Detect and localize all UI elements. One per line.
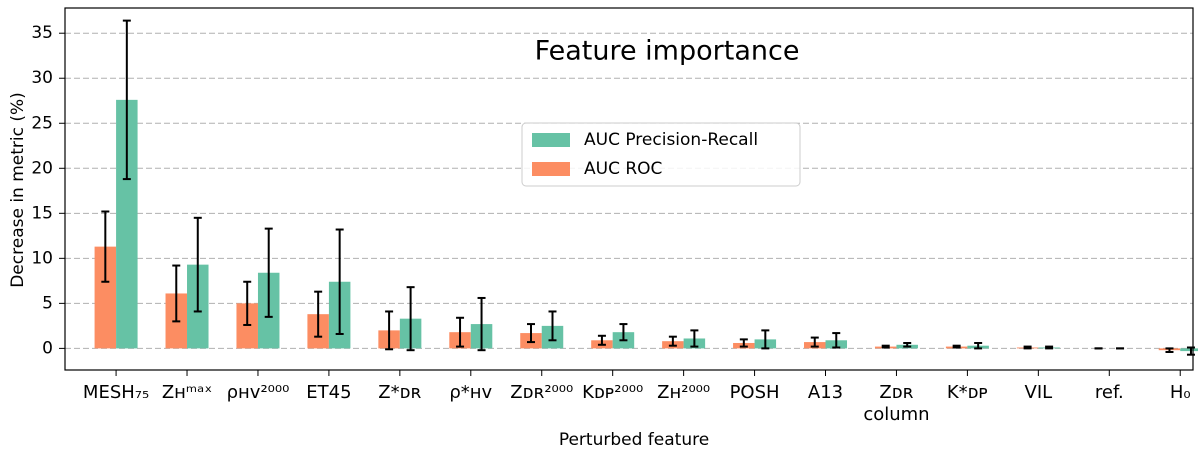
bar — [94, 246, 117, 349]
error-bar — [739, 338, 748, 348]
error-bar — [952, 344, 961, 349]
error-bar — [761, 329, 770, 350]
error-bar — [101, 210, 110, 283]
y-tick-label: 30 — [31, 68, 53, 88]
bar — [116, 99, 138, 349]
error-bar — [314, 290, 323, 338]
x-tick-label: VIL — [1024, 382, 1053, 403]
error-bar — [1045, 345, 1054, 350]
legend-box — [521, 122, 801, 187]
error-bar — [526, 323, 535, 344]
error-bar — [456, 316, 465, 348]
error-bar — [668, 335, 677, 347]
x-tick-label: H₀ — [1169, 382, 1191, 403]
error-bar — [597, 334, 606, 346]
legend-label: AUC ROC — [584, 159, 662, 179]
error-bar — [832, 332, 841, 349]
chart-title: Feature importance — [535, 36, 800, 67]
error-bar — [619, 323, 628, 342]
x-tick-label: ET45 — [306, 382, 352, 403]
error-bar — [974, 341, 983, 350]
x-axis-label: Perturbed feature — [559, 430, 709, 450]
plot-frame — [64, 7, 1194, 371]
error-bar — [406, 286, 415, 352]
error-bar — [264, 227, 273, 318]
x-tick-label: A13 — [807, 382, 844, 403]
error-bar — [1165, 347, 1174, 353]
error-bar — [335, 228, 344, 335]
error-bar — [477, 296, 486, 352]
error-bar — [243, 280, 252, 326]
legend-label: AUC Precision-Recall — [584, 130, 758, 150]
error-bar — [193, 216, 202, 313]
y-tick-label: 15 — [31, 203, 53, 223]
error-bar — [122, 19, 131, 181]
error-bar — [385, 310, 394, 351]
y-tick-label: 35 — [31, 23, 53, 43]
bar — [1180, 348, 1198, 352]
error-bar — [903, 341, 912, 348]
x-tick-label: POSH — [729, 382, 780, 403]
x-tick-label: ρ*ʜᴠ — [449, 382, 493, 403]
x-tick-label: Zʜ²⁰⁰⁰ — [657, 382, 711, 403]
y-tick-label: 10 — [31, 248, 53, 268]
x-tick-label: Zᴅʀ²⁰⁰⁰ — [510, 382, 574, 403]
x-tick-label: ref. — [1094, 382, 1124, 403]
y-tick-label: 25 — [31, 113, 53, 133]
y-tick-label: 20 — [31, 158, 53, 178]
x-tick-label: K*ᴅᴘ — [946, 382, 988, 403]
error-bar — [548, 310, 557, 342]
x-tick-label: MESH₇₅ — [82, 382, 150, 403]
error-bar — [172, 264, 181, 323]
legend-swatch — [532, 133, 570, 147]
legend-swatch — [532, 162, 570, 176]
x-tick-label: Z*ᴅʀ — [378, 382, 422, 403]
error-bar — [1023, 345, 1032, 350]
x-tick-label: Kᴅᴘ²⁰⁰⁰ — [582, 382, 644, 403]
y-tick-label: 5 — [42, 293, 53, 313]
error-bar — [690, 329, 699, 348]
error-bar — [881, 344, 890, 349]
x-tick-label: Zʜᵐᵃˣ — [161, 382, 213, 403]
error-bar — [1186, 346, 1195, 356]
error-bar — [810, 336, 819, 348]
y-axis-label: Decrease in metric (%) — [8, 92, 28, 288]
y-tick-label: 0 — [42, 338, 53, 358]
x-tick-label: ρʜᴠ²⁰⁰⁰ — [226, 382, 290, 403]
x-tick-label: Zᴅʀ column — [863, 382, 930, 425]
